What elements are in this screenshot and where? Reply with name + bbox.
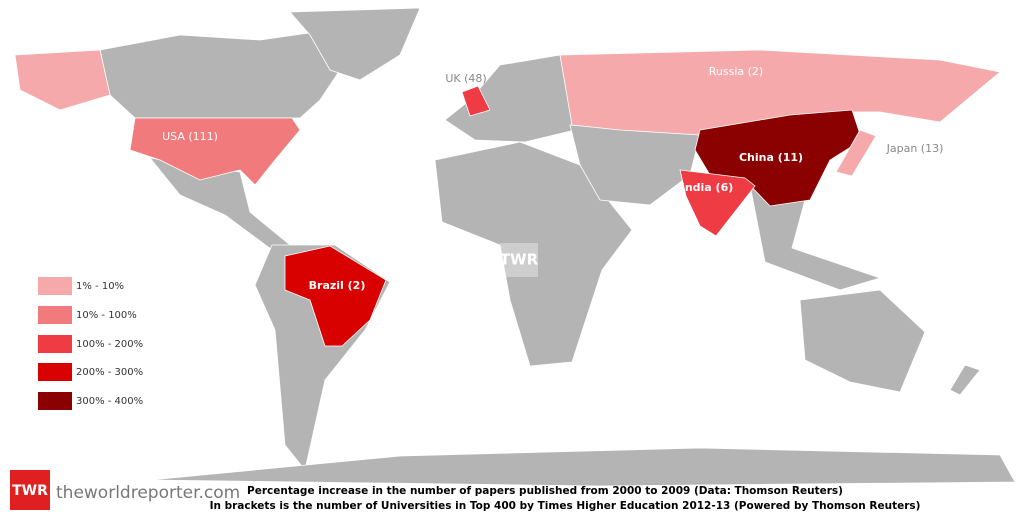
legend-label: 100% - 200% [76,339,143,350]
country [461,85,491,117]
logo-site: theworldreporter.com [56,483,240,503]
legend-label: 10% - 100% [76,310,137,321]
legend-swatch [38,306,72,324]
new-zealand [949,364,981,396]
africa [434,141,633,367]
logo-mark: TWR [12,483,48,499]
country-label: Russia (2) [709,65,763,78]
legend-swatch [38,335,72,353]
legend-swatch [38,392,72,410]
legend-label: 1% - 10% [76,281,124,292]
greenland [289,7,421,81]
country [679,169,756,237]
legend: 1% - 10% 10% - 100% 100% - 200% 200% - 300%… [38,277,143,410]
country-label: Brazil (2) [309,279,366,292]
legend-label: 300% - 400% [76,396,143,407]
country-label: India (6) [681,181,734,194]
legend-swatch [38,363,72,381]
country-label: USA (111) [162,130,218,143]
legend-swatch [38,277,72,295]
legend-label: 200% - 300% [76,367,143,378]
canada [99,29,341,119]
country [129,117,301,186]
antarctica [149,447,1016,487]
australia [799,289,926,393]
watermark: TWR [500,251,539,269]
country [284,245,387,347]
country [559,49,1001,136]
caption: In brackets is the number of Universitie… [210,500,921,512]
country-labels: Russia (2) USA (111) UK (48) China (11) Japa… [162,65,943,292]
land-gray [99,7,1016,487]
logo-box [10,470,50,510]
country [835,129,877,177]
country-label: China (11) [739,151,803,164]
watermark-box [500,243,538,277]
country [694,109,863,207]
country [14,49,111,111]
highlighted-countries [14,49,1001,347]
country-label: Japan (13) [886,142,944,155]
caption: Percentage increase in the number of pap… [247,485,843,497]
country-label: UK (48) [445,72,486,85]
